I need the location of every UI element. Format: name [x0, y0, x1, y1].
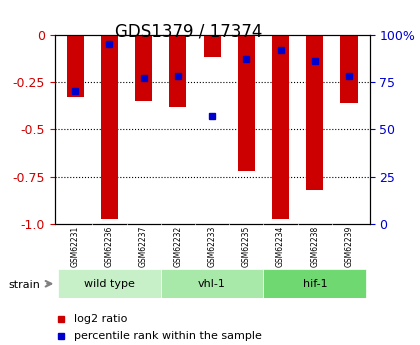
Text: GSM62232: GSM62232	[173, 226, 182, 267]
Text: hif-1: hif-1	[302, 279, 327, 289]
Text: GSM62239: GSM62239	[344, 226, 354, 267]
Bar	[341, 34, 357, 103]
Bar	[238, 34, 255, 171]
FancyBboxPatch shape	[58, 269, 161, 298]
Text: GSM62236: GSM62236	[105, 226, 114, 267]
Bar	[169, 34, 186, 107]
Text: strain: strain	[8, 280, 40, 289]
Text: percentile rank within the sample: percentile rank within the sample	[74, 332, 261, 341]
Text: GSM62235: GSM62235	[242, 226, 251, 267]
Text: GSM62237: GSM62237	[139, 226, 148, 267]
Text: GSM62234: GSM62234	[276, 226, 285, 267]
FancyBboxPatch shape	[263, 269, 366, 298]
Bar	[67, 34, 84, 97]
Bar	[204, 34, 220, 57]
Text: vhl-1: vhl-1	[198, 279, 226, 289]
Bar	[272, 34, 289, 219]
Text: wild type: wild type	[84, 279, 135, 289]
Text: log2 ratio: log2 ratio	[74, 314, 127, 324]
Bar	[101, 34, 118, 219]
Bar	[306, 34, 323, 190]
Text: GSM62233: GSM62233	[207, 226, 217, 267]
Text: GSM62231: GSM62231	[71, 226, 80, 267]
FancyBboxPatch shape	[161, 269, 263, 298]
Text: GDS1379 / 17374: GDS1379 / 17374	[116, 22, 262, 40]
Bar	[135, 34, 152, 101]
Text: GSM62238: GSM62238	[310, 226, 319, 267]
